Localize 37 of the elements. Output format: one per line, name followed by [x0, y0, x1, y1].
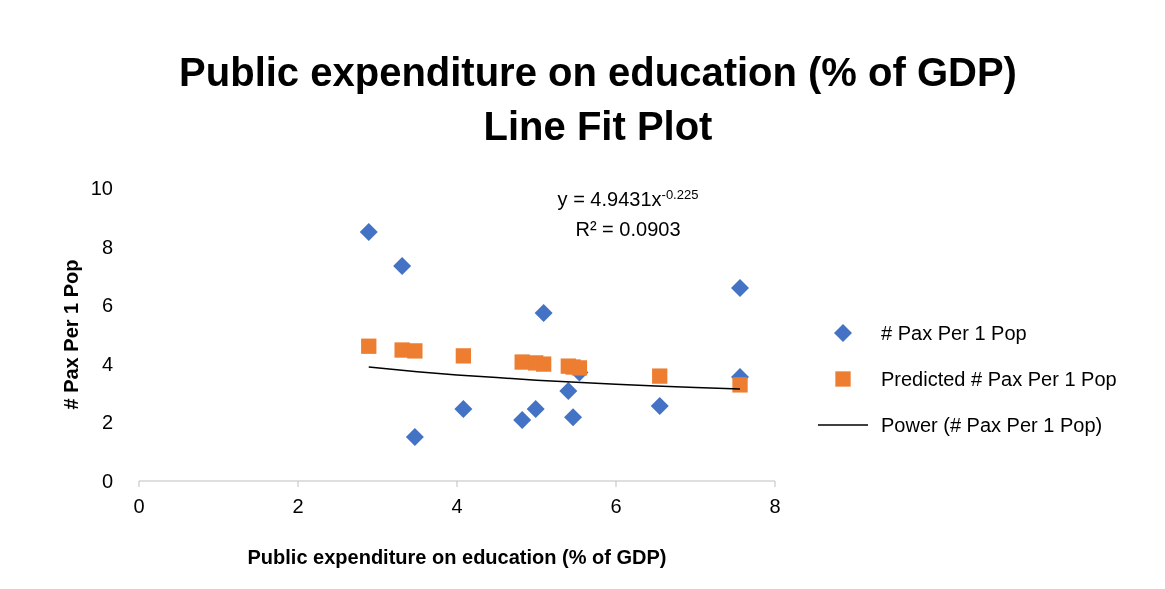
y-tick-label: 0 — [101, 470, 113, 492]
annotation: R² = 0.0903 — [575, 218, 681, 240]
point — [526, 399, 545, 418]
annotation: y = 4.9431x$^{-0.225}$ — [557, 186, 699, 210]
point — [732, 377, 748, 393]
x-tick-label: 6 — [610, 495, 622, 517]
point — [455, 348, 472, 364]
point — [731, 278, 750, 297]
point — [571, 360, 588, 376]
y-tick-label: 4 — [101, 352, 113, 375]
x-tick-label: 2 — [292, 495, 304, 517]
x-tick-label: 0 — [133, 495, 145, 517]
point — [652, 368, 668, 384]
point — [393, 256, 412, 275]
point — [534, 304, 553, 323]
point — [359, 222, 378, 241]
x-tick-label: 4 — [451, 495, 463, 517]
point — [650, 396, 669, 415]
legend-label: # Pax Per 1 Pop — [881, 322, 1027, 344]
chart-title: Public expenditure on education (% of GDP) Line Fit Plot — [179, 50, 1017, 148]
x-axis-title: Public expenditure on education (% of GDP) — [247, 546, 667, 568]
y-tick-label: 6 — [101, 294, 113, 317]
x-tick-label: 8 — [769, 495, 781, 517]
point — [454, 399, 473, 418]
y-tick-label: 8 — [101, 235, 113, 258]
y-tick-label: 10 — [90, 177, 113, 199]
point — [536, 356, 552, 372]
point — [564, 408, 583, 427]
point — [361, 338, 377, 354]
point — [407, 343, 423, 359]
legend-label: Power (# Pax Per 1 Pop) — [881, 414, 1103, 436]
legend-label: Predicted # Pax Per 1 Pop — [881, 368, 1117, 390]
point — [513, 411, 532, 430]
y-axis-title: # Pax Per 1 Pop — [60, 259, 82, 410]
y-tick-label: 2 — [101, 411, 113, 434]
point — [405, 428, 424, 447]
point — [559, 382, 578, 401]
